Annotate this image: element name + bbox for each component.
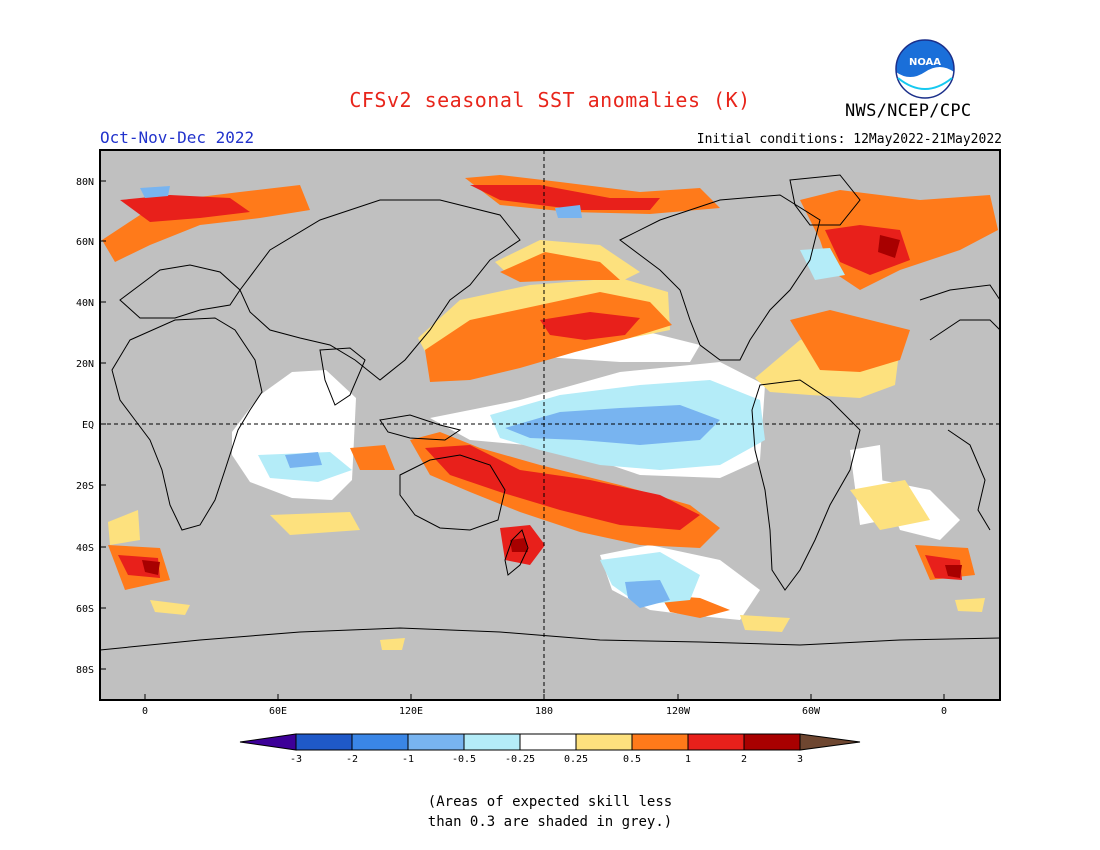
legend-swatch [295,733,353,751]
legend-arrow-low [239,733,297,751]
legend-swatch [463,733,521,751]
legend-swatch [687,733,745,751]
agency-label: NWS/NCEP/CPC [845,101,972,121]
legend-tick-label: 3 [797,754,803,765]
legend-tick-label: 0.5 [623,754,641,765]
lat-tick-label: 20S [76,481,94,492]
legend-swatch [743,733,801,751]
legend-tick-label: -0.25 [505,754,535,765]
map-frame [99,149,1001,701]
longitude-axis: 0 60E 120E 180 120W 60W 0 [142,694,947,717]
lon-tick-label: 60W [802,706,821,717]
lon-tick-label: 0 [941,706,947,717]
season-label: Oct-Nov-Dec 2022 [100,128,255,147]
legend-tick-label: -0.5 [452,754,476,765]
lat-tick-label: 20N [76,359,94,370]
continent-outlines [100,174,1000,651]
legend-swatch [519,733,577,751]
lat-tick-label: 40S [76,543,94,554]
lat-tick-label: 80N [76,177,94,188]
lon-tick-label: 0 [142,706,148,717]
lon-tick-label: 180 [535,706,553,717]
legend-tick-label: 0.25 [564,754,588,765]
initial-conditions-label: Initial conditions: 12May2022-21May2022 [696,132,1002,147]
footnote-line-1: (Areas of expected skill less [427,794,673,810]
legend-swatch [575,733,633,751]
legend-tick-label: -1 [402,754,414,765]
legend-swatch [351,733,409,751]
map-title: CFSv2 seasonal SST anomalies (K) [349,88,751,112]
lon-tick-label: 120E [399,706,423,717]
legend-arrow-high [799,733,861,751]
svg-text:NOAA: NOAA [909,57,941,68]
lon-tick-label: 120W [666,706,691,717]
lat-tick-label: EQ [82,420,94,431]
anomaly-shading [102,175,998,650]
legend-tick-label: 1 [685,754,691,765]
color-legend: -3 -2 -1 -0.5 -0.25 0.25 0.5 1 2 3 [239,733,861,765]
noaa-logo: NOAA [895,39,955,100]
skill-footnote: (Areas of expected skill less than 0.3 a… [0,792,1100,832]
lat-tick-label: 60N [76,237,94,248]
lat-tick-label: 80S [76,665,94,676]
legend-tick-label: -3 [290,754,302,765]
footnote-line-2: than 0.3 are shaded in grey.) [427,814,673,830]
lat-tick-label: 40N [76,298,94,309]
lat-tick-label: 60S [76,604,94,615]
lon-tick-label: 60E [269,706,287,717]
legend-swatch [631,733,689,751]
legend-swatch [407,733,465,751]
latitude-axis: 80N 60N 40N 20N EQ 20S 40S 60S 80S [76,177,106,676]
legend-tick-label: 2 [741,754,747,765]
legend-tick-label: -2 [346,754,358,765]
